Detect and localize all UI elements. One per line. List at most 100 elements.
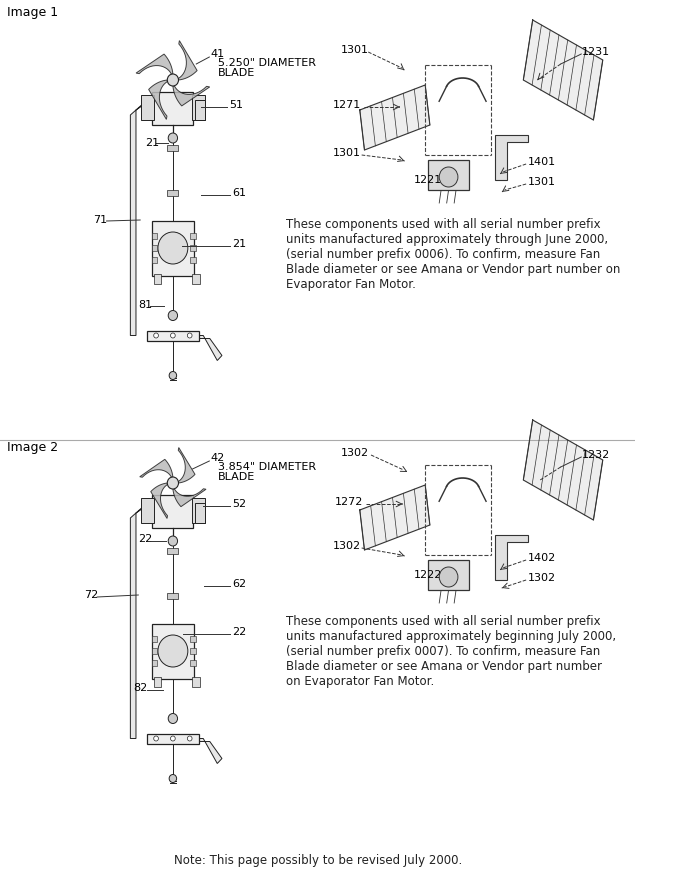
- Bar: [154, 274, 161, 283]
- Bar: [154, 677, 161, 686]
- Text: 1302: 1302: [341, 448, 369, 458]
- Text: 71: 71: [93, 215, 107, 225]
- Polygon shape: [524, 20, 602, 120]
- Text: 1401: 1401: [528, 157, 556, 167]
- Text: 22: 22: [138, 534, 152, 544]
- Bar: [195, 100, 205, 120]
- Bar: [190, 257, 196, 263]
- Circle shape: [171, 333, 175, 338]
- Text: 1301: 1301: [528, 177, 556, 187]
- Bar: [428, 160, 469, 190]
- Text: 1301: 1301: [333, 148, 360, 158]
- Text: Image 1: Image 1: [7, 5, 58, 18]
- Text: 1221: 1221: [414, 175, 442, 185]
- Text: 5.250" DIAMETER: 5.250" DIAMETER: [218, 58, 316, 68]
- Text: 81: 81: [138, 300, 152, 310]
- Bar: [167, 190, 178, 196]
- Polygon shape: [178, 40, 197, 80]
- Text: These components used with all serial number prefix
units manufactured approxima: These components used with all serial nu…: [286, 615, 616, 688]
- Bar: [428, 560, 469, 590]
- Polygon shape: [149, 80, 167, 120]
- Text: 61: 61: [232, 188, 245, 198]
- Circle shape: [439, 567, 458, 587]
- Bar: [152, 233, 158, 239]
- Polygon shape: [140, 459, 173, 477]
- Text: 42: 42: [210, 453, 224, 463]
- Text: Note: This page possibly to be revised July 2000.: Note: This page possibly to be revised J…: [173, 854, 462, 867]
- Bar: [152, 648, 158, 654]
- Bar: [152, 660, 158, 666]
- Text: These components used with all serial number prefix
units manufactured approxima: These components used with all serial nu…: [286, 218, 620, 291]
- Bar: [147, 734, 199, 744]
- Bar: [152, 221, 194, 275]
- Circle shape: [154, 333, 158, 338]
- Text: 3.854" DIAMETER: 3.854" DIAMETER: [218, 462, 316, 472]
- Bar: [152, 257, 158, 263]
- Text: BLADE: BLADE: [218, 472, 255, 482]
- Bar: [192, 95, 205, 120]
- Polygon shape: [151, 483, 167, 518]
- Text: 1302: 1302: [528, 573, 556, 583]
- Circle shape: [168, 133, 177, 143]
- Text: 21: 21: [145, 138, 159, 148]
- Text: 22: 22: [232, 627, 246, 637]
- Circle shape: [158, 232, 188, 264]
- Bar: [190, 636, 196, 642]
- Text: 52: 52: [232, 499, 246, 509]
- Bar: [192, 498, 205, 523]
- Text: 1272: 1272: [335, 497, 363, 507]
- Bar: [195, 503, 205, 523]
- Circle shape: [167, 477, 178, 489]
- Bar: [152, 636, 158, 642]
- Bar: [152, 495, 193, 528]
- Circle shape: [169, 371, 177, 379]
- Circle shape: [168, 536, 177, 546]
- Circle shape: [168, 714, 177, 723]
- Bar: [192, 274, 199, 283]
- Text: BLADE: BLADE: [218, 68, 255, 78]
- Circle shape: [188, 333, 192, 338]
- Polygon shape: [495, 535, 528, 580]
- Circle shape: [168, 311, 177, 320]
- Bar: [190, 660, 196, 666]
- Text: 1222: 1222: [414, 570, 443, 580]
- Bar: [141, 95, 154, 120]
- Circle shape: [439, 167, 458, 187]
- Bar: [141, 498, 154, 523]
- Text: 1302: 1302: [333, 541, 361, 551]
- Text: 41: 41: [210, 49, 224, 59]
- Polygon shape: [131, 503, 147, 738]
- Text: Image 2: Image 2: [7, 441, 58, 453]
- Text: 1232: 1232: [582, 450, 611, 460]
- Polygon shape: [178, 448, 195, 483]
- Bar: [190, 245, 196, 251]
- Bar: [147, 331, 199, 341]
- Bar: [190, 648, 196, 654]
- Bar: [152, 92, 193, 125]
- Bar: [190, 233, 196, 239]
- Polygon shape: [131, 100, 147, 335]
- Polygon shape: [495, 135, 528, 180]
- Text: 51: 51: [229, 100, 243, 110]
- Bar: [192, 677, 199, 686]
- Circle shape: [154, 736, 158, 741]
- Polygon shape: [173, 85, 209, 106]
- Bar: [167, 593, 178, 599]
- Polygon shape: [136, 54, 173, 74]
- Text: 1231: 1231: [582, 47, 611, 57]
- Bar: [152, 245, 158, 251]
- Text: 72: 72: [84, 590, 99, 600]
- Text: 1301: 1301: [341, 45, 369, 55]
- Bar: [167, 548, 178, 554]
- Polygon shape: [360, 85, 430, 150]
- Polygon shape: [360, 485, 430, 550]
- Polygon shape: [199, 738, 222, 764]
- Text: 1271: 1271: [333, 100, 361, 110]
- Text: 62: 62: [232, 579, 246, 589]
- Polygon shape: [524, 420, 602, 520]
- Circle shape: [171, 736, 175, 741]
- Text: 82: 82: [134, 683, 148, 693]
- Text: 21: 21: [232, 239, 246, 249]
- Circle shape: [167, 74, 178, 86]
- Circle shape: [169, 774, 177, 782]
